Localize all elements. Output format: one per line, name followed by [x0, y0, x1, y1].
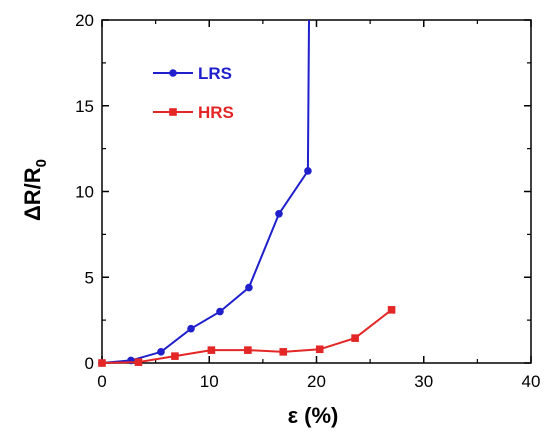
data-point-hrs [387, 306, 396, 314]
x-tick-label: 20 [307, 372, 326, 391]
x-tick-label: 10 [200, 372, 219, 391]
y-axis-title-sub: 0 [33, 159, 50, 167]
data-point-hrs [279, 348, 288, 356]
plot-frame [101, 19, 532, 364]
legend-label-hrs: HRS [198, 103, 234, 122]
data-point-lrs [187, 324, 195, 333]
data-point-hrs [244, 346, 252, 354]
legend-marker-lrs [169, 69, 177, 77]
data-point-lrs [216, 307, 224, 316]
y-tick-label: 15 [75, 97, 94, 116]
data-point-hrs [315, 345, 324, 354]
legend-marker-hrs [169, 108, 177, 116]
legend: LRS HRS [153, 64, 234, 122]
series-line-hrs [101, 309, 393, 364]
tick-labels: 0 10 20 30 40 0 5 10 15 20 [75, 11, 540, 391]
series-group [98, 19, 396, 367]
x-tick-label: 30 [414, 372, 433, 391]
y-tick-label: 0 [85, 354, 94, 373]
x-tick-label: 40 [522, 372, 541, 391]
y-tick-label: 5 [85, 268, 94, 287]
svg-text:ΔR/R0: ΔR/R0 [20, 159, 50, 221]
plot-border [101, 19, 532, 364]
y-tick-label: 10 [75, 183, 94, 202]
ticks [101, 19, 532, 364]
x-tick-label: 0 [97, 372, 106, 391]
data-point-hrs [351, 334, 359, 342]
y-tick-label: 20 [75, 11, 94, 30]
data-point-hrs [171, 352, 179, 360]
data-point-lrs [304, 167, 312, 175]
data-point-hrs [207, 346, 216, 354]
y-axis-title-main: ΔR/R [20, 167, 45, 221]
data-point-hrs [134, 358, 143, 366]
data-point-lrs [157, 348, 165, 356]
y-axis-title: ΔR/R0 [20, 159, 50, 221]
data-point-lrs [245, 283, 253, 292]
data-point-lrs [275, 209, 283, 218]
legend-label-lrs: LRS [198, 64, 232, 83]
data-point-hrs [98, 359, 106, 367]
x-axis-title: ε (%) [288, 403, 339, 428]
